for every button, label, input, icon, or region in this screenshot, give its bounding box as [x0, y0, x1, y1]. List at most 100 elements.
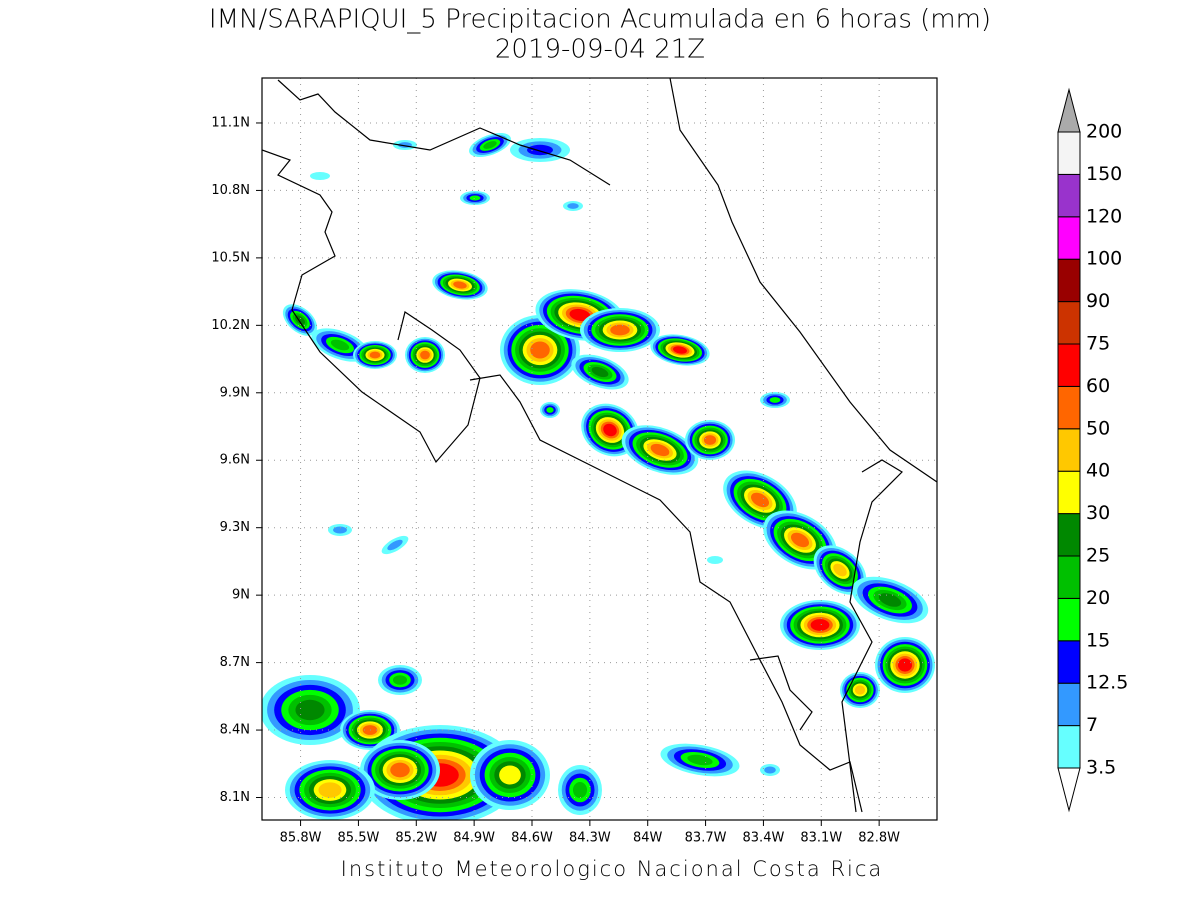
colorbar-band	[1057, 682, 1081, 727]
precip-cell	[530, 341, 550, 359]
precip-cell	[603, 423, 617, 437]
x-tick-label: 85.2W	[395, 831, 437, 846]
colorbar-band	[1057, 385, 1081, 430]
y-tick-label: 11.1N	[211, 115, 250, 130]
subtitle: 2019-09-04 21Z	[495, 35, 705, 65]
colorbar-label: 7	[1086, 714, 1098, 736]
coast-nicoya	[262, 149, 481, 464]
precip-cell	[369, 351, 381, 359]
precip-cell	[810, 619, 830, 631]
precip-cell	[483, 141, 497, 149]
x-tick-label: 85.5W	[338, 831, 380, 846]
y-tick-label: 8.4N	[220, 723, 250, 738]
border-north	[277, 79, 611, 186]
colorbar-band	[1057, 597, 1081, 642]
colorbar-label: 20	[1086, 587, 1110, 609]
colorbar-label: 100	[1086, 248, 1122, 270]
x-tick-label: 85.8W	[280, 831, 322, 846]
precip-cell	[420, 350, 430, 360]
colorbar-label: 25	[1086, 545, 1110, 567]
colorbar-label: 40	[1086, 460, 1110, 482]
x-tick-label: 84W	[633, 831, 663, 846]
precip-cell	[499, 765, 521, 785]
colorbar-label: 50	[1086, 417, 1110, 439]
coast-osa	[749, 655, 813, 731]
precip-cell	[650, 443, 670, 457]
y-tick-label: 8.7N	[220, 655, 250, 670]
map-frame	[261, 77, 938, 821]
colorbar-band	[1057, 131, 1081, 175]
colorbar-band	[1057, 470, 1081, 515]
x-tick-label: 84.3W	[569, 831, 611, 846]
precip-cell	[687, 754, 713, 766]
precip-cell	[764, 766, 776, 774]
colorbar-over	[1057, 87, 1081, 133]
precip-cell	[854, 685, 866, 695]
title: IMN/SARAPIQUI_5 Precipitacion Acumulada …	[209, 5, 991, 35]
colorbar-label: 75	[1086, 333, 1110, 355]
colorbar-label: 120	[1086, 205, 1122, 227]
x-tick-label: 83.1W	[800, 831, 842, 846]
precip-cell	[295, 699, 325, 721]
x-tick-label: 83.7W	[685, 831, 727, 846]
coastlines	[262, 78, 937, 813]
x-tick-label: 83.4W	[743, 831, 785, 846]
precip-cell	[707, 556, 723, 564]
precip-cell	[591, 366, 609, 378]
precip-cell	[392, 675, 408, 685]
colorbar-band	[1057, 343, 1081, 387]
border-panama	[841, 459, 903, 813]
colorbar-label: 60	[1086, 375, 1110, 397]
precip-cell	[310, 172, 330, 180]
y-tick-label: 9N	[232, 588, 250, 603]
precip-cell	[546, 407, 554, 413]
colorbar-band	[1057, 725, 1081, 769]
precip-cell	[318, 782, 342, 798]
colorbar-label: 30	[1086, 502, 1110, 524]
precip-cell	[387, 539, 403, 551]
y-tick-label: 10.8N	[211, 183, 250, 198]
colorbar-band	[1057, 513, 1081, 557]
y-tick-label: 9.9N	[220, 385, 250, 400]
precip-cell	[897, 658, 913, 672]
precip-cell	[673, 346, 687, 354]
precip-cell	[567, 203, 579, 209]
x-tick-label: 82.8W	[858, 831, 900, 846]
colorbar-band	[1057, 258, 1081, 303]
precip-cell	[333, 526, 347, 534]
precip-cell	[469, 195, 481, 201]
precip-cell	[569, 308, 591, 322]
precip-cell	[330, 339, 350, 351]
colorbar-band	[1057, 555, 1081, 599]
colorbar-label: 12.5	[1086, 672, 1128, 694]
precip-field	[262, 132, 935, 820]
colorbar-label: 200	[1086, 121, 1122, 143]
y-tick-label: 9.6N	[220, 453, 250, 468]
colorbar-label: 3.5	[1086, 757, 1116, 779]
colorbar-band	[1057, 428, 1081, 472]
precip-cell	[610, 324, 630, 336]
colorbar-band	[1057, 640, 1081, 684]
colorbar-band	[1057, 216, 1081, 260]
y-tick-label: 10.5N	[211, 250, 250, 265]
precip-cell	[572, 782, 588, 798]
precip-cell	[790, 532, 810, 548]
precip-cell	[769, 397, 781, 403]
precip-cell	[750, 492, 770, 508]
precip-cell	[703, 435, 717, 445]
x-tick-label: 84.9W	[453, 831, 495, 846]
colorbar-label: 90	[1086, 290, 1110, 312]
precip-cell	[453, 281, 467, 289]
colorbar: 3.5 7 12.5 15 20 25 30 40 50 60 75 90 100 120 150 200	[1057, 87, 1128, 813]
grid: 85.8W 85.5W 85.2W 84.9W 84.6W 84.3W 84W 83.7W 83…	[211, 78, 937, 846]
y-tick-label: 8.1N	[220, 790, 250, 805]
x-tick-label: 84.6W	[511, 831, 553, 846]
colorbar-label: 15	[1086, 629, 1110, 651]
precip-cell	[878, 593, 902, 607]
colorbar-band	[1057, 301, 1081, 345]
coast-caribbean	[669, 78, 937, 483]
y-tick-label: 9.3N	[220, 520, 250, 535]
coast-pacific	[469, 374, 863, 813]
precip-cell	[390, 762, 410, 778]
